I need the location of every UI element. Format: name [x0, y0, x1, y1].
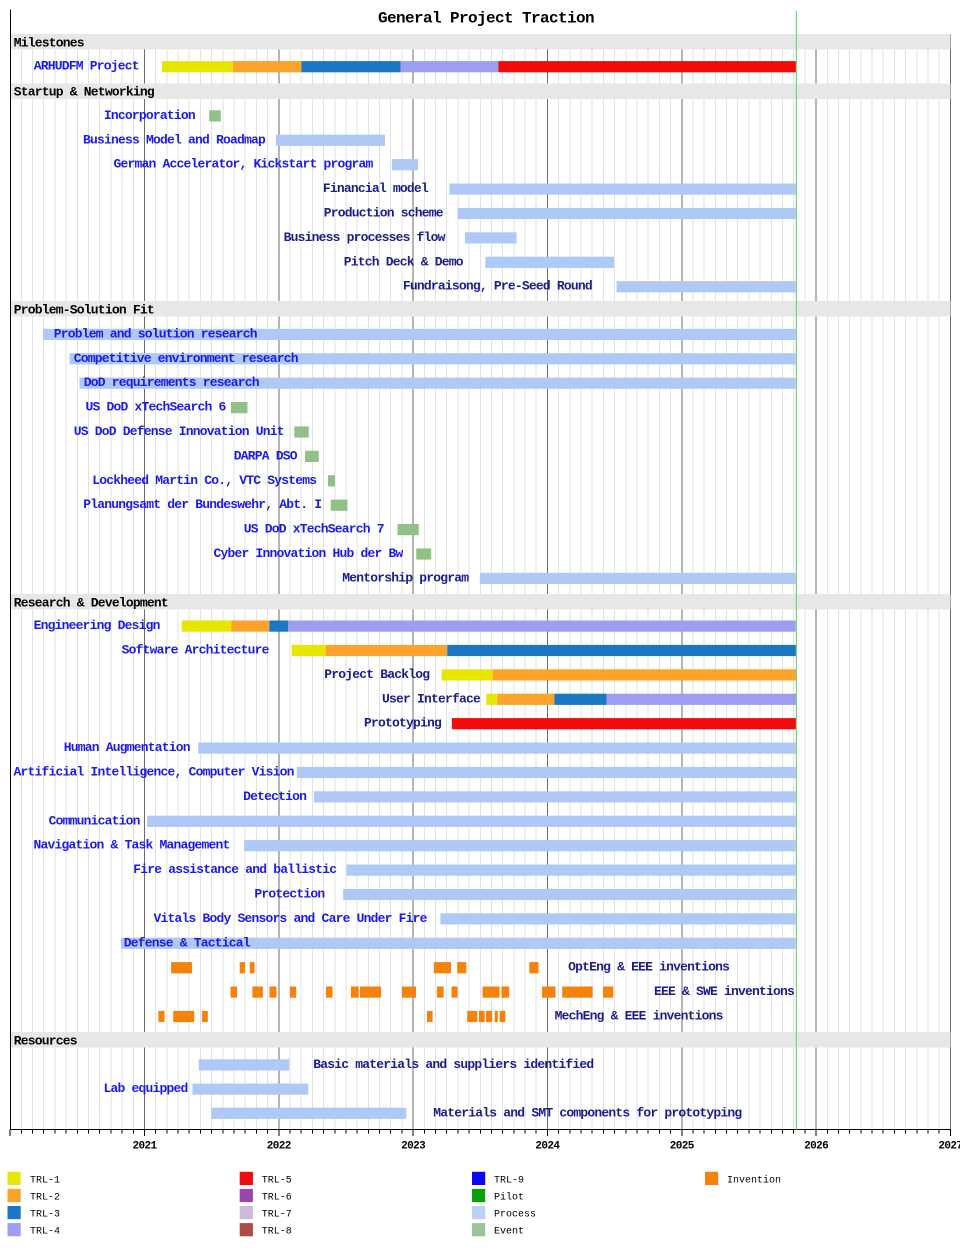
svg-text:Incorporation: Incorporation: [104, 108, 196, 123]
svg-text:US DoD Defense Innovation Unit: US DoD Defense Innovation Unit: [74, 424, 284, 439]
svg-text:TRL-9: TRL-9: [494, 1175, 524, 1186]
svg-text:Process: Process: [494, 1210, 536, 1221]
svg-text:Software Architecture: Software Architecture: [122, 643, 270, 658]
svg-text:Research & Development: Research & Development: [14, 595, 168, 610]
svg-text:2026: 2026: [804, 1141, 828, 1153]
svg-text:Basic materials and suppliers: Basic materials and suppliers identified: [313, 1057, 593, 1072]
svg-text:Materials and SMT components f: Materials and SMT components for prototy…: [433, 1105, 742, 1120]
svg-text:Prototyping: Prototyping: [364, 716, 442, 731]
svg-text:Business Model and Roadmap: Business Model and Roadmap: [83, 132, 266, 147]
svg-text:Pitch Deck & Demo: Pitch Deck & Demo: [344, 254, 464, 269]
svg-text:Milestones: Milestones: [14, 36, 85, 51]
svg-text:EEE & SWE inventions: EEE & SWE inventions: [654, 984, 795, 999]
svg-text:OptEng & EEE inventions: OptEng & EEE inventions: [568, 960, 730, 975]
svg-text:Competitive environment resear: Competitive environment research: [74, 351, 299, 366]
svg-text:General Project Traction: General Project Traction: [378, 9, 594, 27]
svg-text:Startup & Networking: Startup & Networking: [14, 85, 155, 100]
svg-text:Event: Event: [494, 1227, 524, 1238]
svg-text:Production scheme: Production scheme: [324, 206, 444, 221]
svg-text:Financial model: Financial model: [323, 181, 429, 196]
svg-text:2027: 2027: [938, 1141, 960, 1153]
svg-text:MechEng & EEE inventions: MechEng & EEE inventions: [555, 1009, 724, 1024]
svg-text:2022: 2022: [267, 1141, 291, 1153]
svg-text:Protection: Protection: [254, 887, 325, 902]
svg-text:TRL-2: TRL-2: [30, 1193, 60, 1204]
svg-text:TRL-7: TRL-7: [262, 1210, 292, 1221]
svg-text:DARPA DSO: DARPA DSO: [234, 448, 298, 463]
svg-text:Pilot: Pilot: [494, 1192, 524, 1204]
svg-text:TRL-6: TRL-6: [262, 1193, 292, 1204]
svg-text:TRL-5: TRL-5: [262, 1175, 292, 1186]
svg-text:Cyber Innovation Hub der Bw: Cyber Innovation Hub der Bw: [213, 546, 403, 561]
svg-text:Human Augmentation: Human Augmentation: [64, 740, 191, 755]
svg-text:TRL-8: TRL-8: [262, 1227, 292, 1238]
svg-text:2023: 2023: [401, 1141, 426, 1153]
svg-text:TRL-4: TRL-4: [30, 1227, 60, 1238]
svg-text:Invention: Invention: [727, 1174, 781, 1186]
svg-text:TRL-3: TRL-3: [30, 1210, 60, 1221]
svg-text:Resources: Resources: [14, 1034, 78, 1049]
svg-text:US DoD xTechSearch 7: US DoD xTechSearch 7: [244, 522, 384, 537]
svg-text:ARHUDFM Project: ARHUDFM Project: [34, 59, 139, 74]
svg-text:Business processes flow: Business processes flow: [284, 230, 446, 245]
svg-text:Planungsamt der Bundeswehr, Ab: Planungsamt der Bundeswehr, Abt. I: [83, 497, 321, 512]
svg-text:Problem-Solution Fit: Problem-Solution Fit: [14, 303, 154, 318]
svg-text:Navigation & Task Management: Navigation & Task Management: [33, 838, 229, 853]
svg-text:Detection: Detection: [243, 789, 307, 804]
svg-text:Fire assistance and ballistic: Fire assistance and ballistic: [133, 862, 337, 877]
svg-text:Vitals Body Sensors and Care U: Vitals Body Sensors and Care Under Fire: [154, 911, 428, 926]
svg-text:Defense & Tactical: Defense & Tactical: [124, 935, 251, 950]
svg-text:Lab equipped: Lab equipped: [103, 1081, 187, 1096]
svg-text:German Accelerator, Kickstart: German Accelerator, Kickstart program: [113, 157, 373, 172]
svg-text:2021: 2021: [132, 1141, 157, 1153]
svg-text:US DoD xTechSearch 6: US DoD xTechSearch 6: [85, 400, 226, 415]
svg-text:Project Backlog: Project Backlog: [324, 667, 430, 682]
svg-text:Mentorship program: Mentorship program: [342, 570, 469, 585]
svg-text:Fundraisong, Pre-Seed Round: Fundraisong, Pre-Seed Round: [403, 279, 592, 294]
svg-text:Lockheed Martin Co., VTC Syste: Lockheed Martin Co., VTC Systems: [92, 473, 317, 488]
svg-text:Artificial Intelligence, Compu: Artificial Intelligence, Computer Vision: [14, 765, 295, 780]
svg-text:Engineering Design: Engineering Design: [34, 618, 161, 633]
svg-text:2024: 2024: [535, 1141, 560, 1153]
svg-text:2025: 2025: [670, 1141, 695, 1153]
svg-text:TRL-1: TRL-1: [30, 1175, 60, 1186]
svg-text:Problem and solution research: Problem and solution research: [54, 326, 258, 341]
svg-text:User Interface: User Interface: [382, 691, 481, 706]
svg-text:Communication: Communication: [49, 813, 141, 828]
svg-text:DoD requirements research: DoD requirements research: [84, 375, 260, 390]
